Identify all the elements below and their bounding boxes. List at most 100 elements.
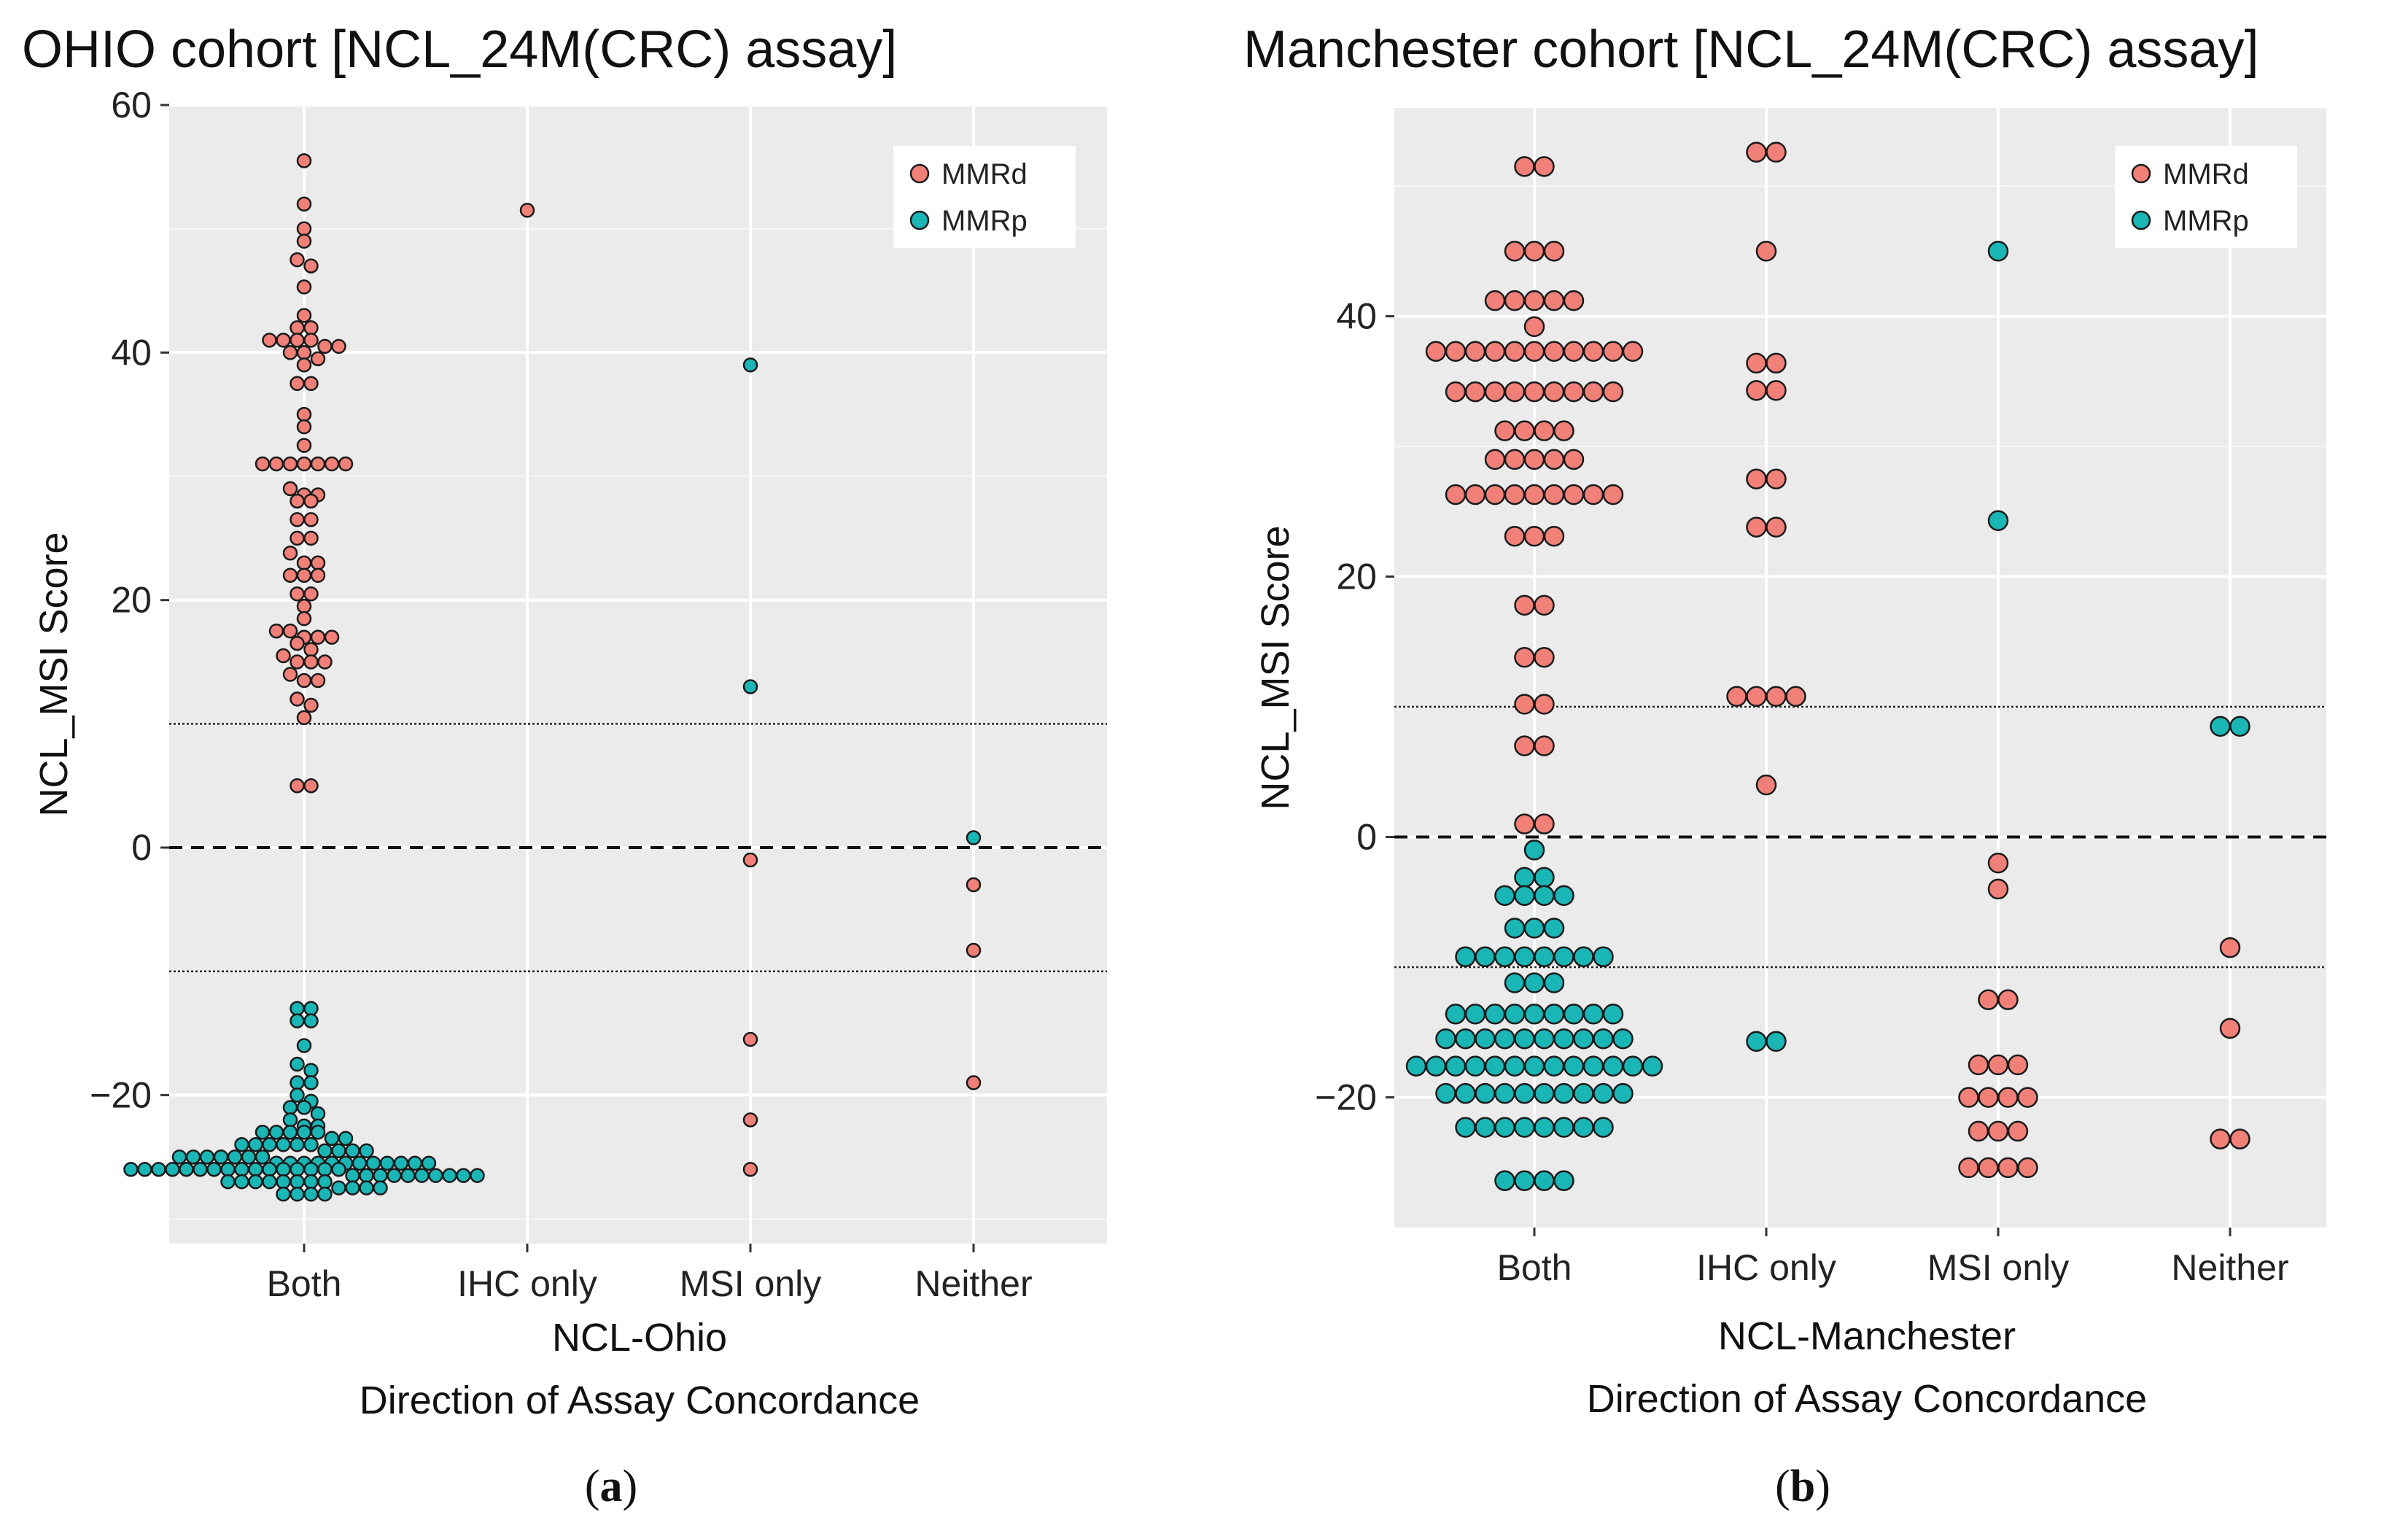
- data-point-mmrd: [1523, 525, 1545, 547]
- y-tick-label: 0: [131, 827, 152, 868]
- legend-key-mmrd: [2131, 163, 2151, 184]
- data-point-mmrp: [1455, 946, 1476, 967]
- data-point-mmrd: [1997, 1157, 2019, 1179]
- data-point-mmrp: [742, 679, 758, 694]
- y-axis-title: NCL_MSI Score: [32, 532, 76, 816]
- data-point-mmrp: [1405, 1055, 1427, 1077]
- data-point-mmrp: [428, 1168, 443, 1183]
- data-point-mmrd: [1563, 449, 1585, 470]
- data-point-mmrp: [290, 1001, 305, 1016]
- data-point-mmrp: [1543, 972, 1565, 993]
- data-point-mmrd: [1504, 290, 1526, 311]
- data-point-mmrd: [296, 456, 312, 472]
- data-point-mmrp: [262, 1161, 277, 1177]
- data-point-mmrp: [310, 1106, 326, 1122]
- data-point-mmrp: [1494, 1117, 1515, 1138]
- data-point-mmrd: [303, 530, 319, 546]
- y-tick-label: 20: [111, 580, 152, 621]
- data-point-mmrp: [1573, 946, 1594, 967]
- data-point-mmrp: [1553, 1117, 1574, 1138]
- data-point-mmrp: [421, 1155, 437, 1171]
- data-point-mmrd: [290, 252, 305, 268]
- data-point-mmrd: [1514, 420, 1535, 441]
- panel-ohio: OHIO cohort [NCL_24M(CRC) assay] −20 0 20 4…: [22, 20, 1107, 1511]
- data-point-mmrp: [303, 1186, 319, 1202]
- data-point-mmrd: [1602, 341, 1624, 363]
- data-point-mmrp: [1504, 918, 1526, 939]
- data-point-mmrd: [1523, 241, 1545, 262]
- data-point-mmrd: [296, 438, 312, 453]
- data-point-mmrp: [345, 1168, 360, 1183]
- data-point-mmrp: [1553, 1082, 1574, 1104]
- data-point-mmrd: [1766, 516, 1787, 538]
- data-point-mmrp: [248, 1174, 263, 1190]
- data-point-mmrp: [1534, 1028, 1555, 1050]
- data-point-mmrd: [276, 333, 291, 348]
- data-point-mmrd: [303, 512, 319, 527]
- data-point-mmrp: [276, 1174, 291, 1190]
- data-point-mmrd: [742, 852, 758, 868]
- data-point-mmrd: [1582, 381, 1604, 403]
- data-point-mmrd: [2017, 1157, 2038, 1179]
- data-point-mmrd: [2219, 937, 2241, 958]
- data-point-mmrp: [1534, 946, 1555, 967]
- data-point-mmrp: [1553, 1028, 1574, 1050]
- data-point-mmrp: [234, 1137, 249, 1152]
- data-point-mmrd: [2229, 1128, 2250, 1150]
- data-point-mmrd: [1987, 1054, 2009, 1076]
- data-point-mmrp: [1494, 1082, 1515, 1104]
- x-axis-subtitle: Direction of Assay Concordance: [1587, 1377, 2147, 1421]
- legend-label: MMRp: [941, 205, 1028, 237]
- data-point-mmrd: [1746, 352, 1767, 374]
- data-point-mmrd: [1958, 1087, 1979, 1108]
- legend: MMRd MMRp: [2115, 146, 2297, 248]
- data-point-mmrp: [179, 1161, 194, 1177]
- x-tick-label: MSI only: [680, 1263, 822, 1304]
- data-point-mmrp: [1593, 1028, 1614, 1050]
- data-point-mmrp: [317, 1143, 333, 1158]
- data-point-mmrd: [1514, 735, 1535, 756]
- data-point-mmrd: [742, 1031, 758, 1047]
- legend-label: MMRp: [2163, 205, 2249, 237]
- data-point-mmrd: [1534, 420, 1555, 441]
- x-tick-label: IHC only: [1696, 1247, 1836, 1288]
- data-point-mmrp: [151, 1161, 166, 1177]
- data-point-mmrd: [303, 493, 319, 509]
- data-point-mmrd: [290, 530, 305, 546]
- data-point-mmrd: [742, 1161, 758, 1177]
- data-point-mmrd: [296, 196, 312, 212]
- x-tick-label: Neither: [2171, 1247, 2288, 1288]
- data-point-mmrp: [345, 1143, 360, 1158]
- data-point-mmrd: [290, 691, 305, 707]
- data-point-mmrd: [290, 654, 305, 670]
- data-point-mmrp: [1514, 946, 1535, 967]
- data-point-mmrp: [1746, 1031, 1767, 1053]
- data-points: [1405, 142, 2250, 1191]
- data-point-mmrp: [282, 1125, 298, 1140]
- legend-key-mmrd: [909, 163, 930, 184]
- y-tick-label: −20: [90, 1074, 152, 1115]
- data-point-mmrd: [1968, 1120, 1989, 1142]
- data-point-mmrp: [303, 1013, 319, 1028]
- data-point-mmrd: [296, 610, 312, 627]
- data-point-mmrd: [310, 555, 326, 571]
- data-point-mmrp: [290, 1075, 305, 1090]
- data-point-mmrp: [1573, 1117, 1594, 1138]
- y-axis-title: NCL_MSI Score: [1254, 525, 1297, 810]
- data-point-mmrp: [1602, 1004, 1624, 1025]
- data-point-mmrd: [296, 672, 312, 689]
- data-point-mmrp: [1602, 1055, 1624, 1077]
- data-point-mmrd: [1746, 380, 1767, 401]
- data-point-mmrd: [303, 320, 319, 336]
- chart-title: Manchester cohort [NCL_24M(CRC) assay]: [1243, 20, 2259, 79]
- panel-letter: b: [1790, 1462, 1815, 1511]
- data-point-mmrp: [1494, 885, 1515, 907]
- data-point-mmrd: [1746, 468, 1767, 489]
- data-point-mmrd: [1987, 852, 2009, 874]
- data-point-mmrp: [407, 1155, 423, 1171]
- data-point-mmrd: [296, 710, 312, 726]
- data-point-mmrp: [1523, 1055, 1545, 1077]
- data-point-mmrd: [1514, 813, 1535, 834]
- data-point-mmrp: [1494, 946, 1515, 967]
- data-point-mmrd: [1543, 341, 1565, 363]
